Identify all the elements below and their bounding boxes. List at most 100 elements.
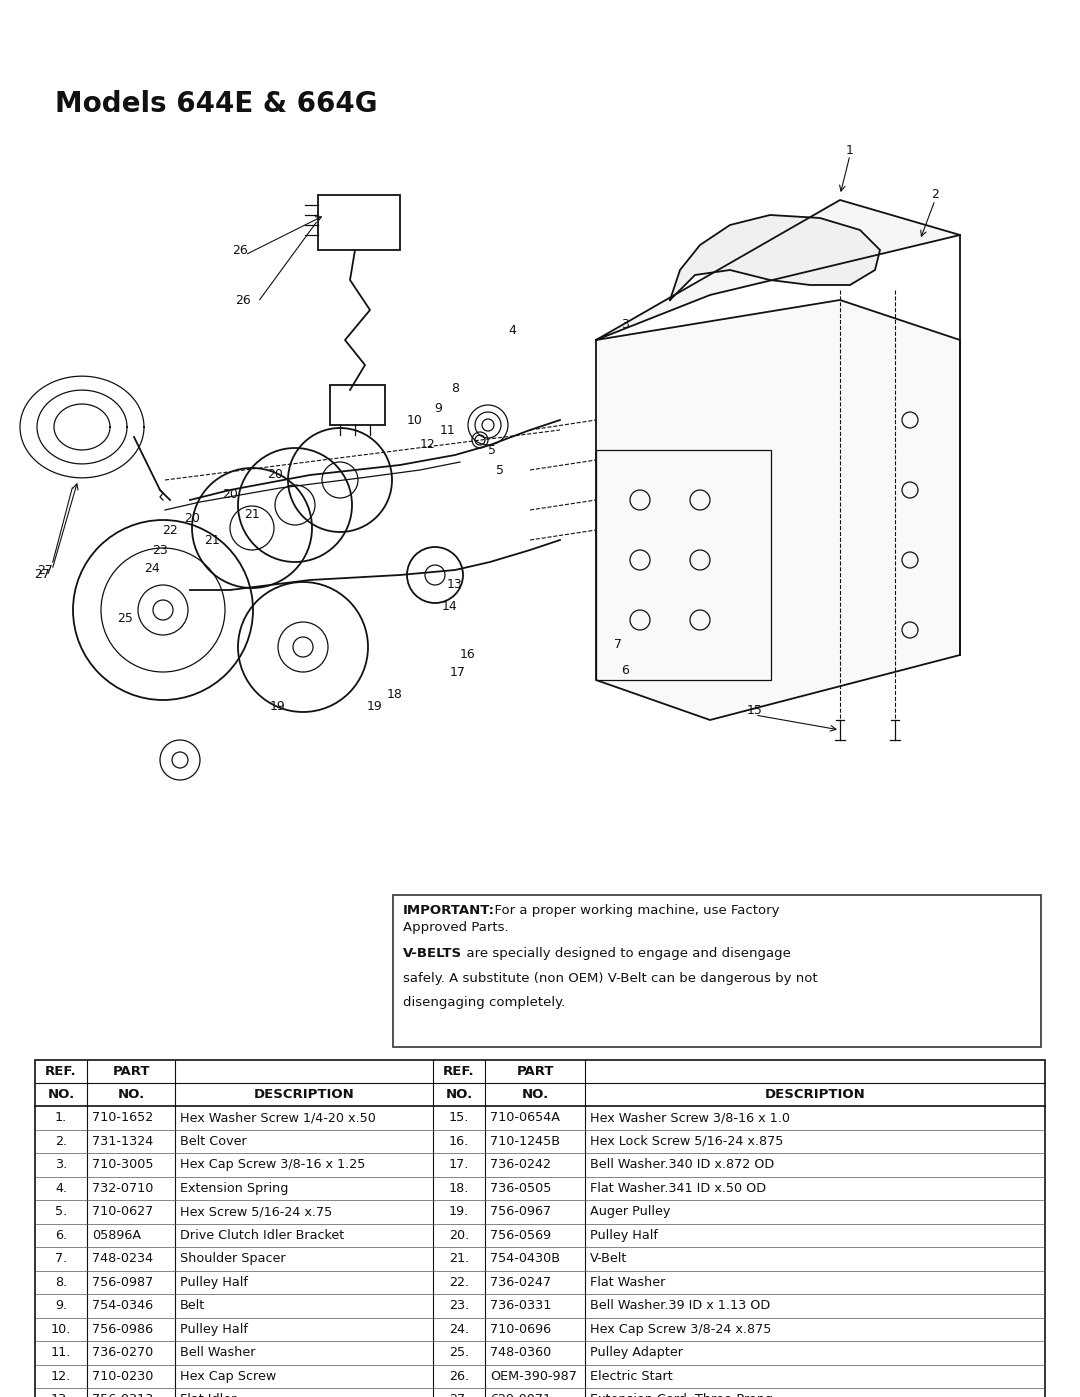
Text: Extension Cord, Three-Prong: Extension Cord, Three-Prong [590, 1393, 773, 1397]
Text: 756-0987: 756-0987 [92, 1275, 153, 1289]
Text: OEM-390-987: OEM-390-987 [490, 1369, 577, 1383]
Text: Hex Cap Screw 3/8-16 x 1.25: Hex Cap Screw 3/8-16 x 1.25 [180, 1158, 365, 1171]
Text: NO.: NO. [118, 1088, 145, 1101]
Text: Bell Washer.39 ID x 1.13 OD: Bell Washer.39 ID x 1.13 OD [590, 1299, 770, 1312]
Text: Hex Washer Screw 3/8-16 x 1.0: Hex Washer Screw 3/8-16 x 1.0 [590, 1111, 789, 1125]
Text: 23.: 23. [449, 1299, 469, 1312]
Text: Shoulder Spacer: Shoulder Spacer [180, 1252, 285, 1266]
Text: 25: 25 [117, 612, 133, 624]
Text: REF.: REF. [443, 1065, 475, 1078]
Text: 748-0234: 748-0234 [92, 1252, 153, 1266]
Text: Hex Lock Screw 5/16-24 x.875: Hex Lock Screw 5/16-24 x.875 [590, 1134, 783, 1148]
Text: 25.: 25. [449, 1347, 469, 1359]
Text: Hex Screw 5/16-24 x.75: Hex Screw 5/16-24 x.75 [180, 1206, 333, 1218]
Polygon shape [596, 300, 960, 719]
Text: 22: 22 [162, 524, 178, 536]
Text: 756-0967: 756-0967 [490, 1206, 551, 1218]
Text: 2.: 2. [55, 1134, 67, 1148]
Text: 3: 3 [621, 319, 629, 331]
Text: Models 644E & 664G: Models 644E & 664G [55, 89, 378, 117]
Text: 26: 26 [235, 293, 251, 306]
Text: 7.: 7. [55, 1252, 67, 1266]
Text: 18: 18 [387, 689, 403, 701]
Text: Pulley Half: Pulley Half [180, 1275, 248, 1289]
Text: DESCRIPTION: DESCRIPTION [765, 1088, 865, 1101]
Text: 17: 17 [450, 666, 465, 679]
Bar [596, 450, 771, 680]
Text: are specially designed to engage and disengage: are specially designed to engage and dis… [458, 947, 791, 960]
Text: 19.: 19. [449, 1206, 469, 1218]
Text: Belt: Belt [180, 1299, 205, 1312]
Text: 05896A: 05896A [92, 1229, 141, 1242]
Text: 19: 19 [270, 700, 286, 714]
Text: 3.: 3. [55, 1158, 67, 1171]
Text: Flat Washer: Flat Washer [590, 1275, 665, 1289]
Text: 1: 1 [846, 144, 854, 156]
Text: 756-0313: 756-0313 [92, 1393, 153, 1397]
Text: 20: 20 [184, 511, 200, 524]
Text: 710-0627: 710-0627 [92, 1206, 153, 1218]
Text: 27: 27 [35, 569, 50, 581]
Text: Pulley Half: Pulley Half [180, 1323, 248, 1336]
Text: Pulley Half: Pulley Half [590, 1229, 658, 1242]
Text: PART: PART [112, 1065, 150, 1078]
Text: 27: 27 [37, 563, 53, 577]
Text: 4: 4 [508, 324, 516, 337]
Text: Hex Cap Screw: Hex Cap Screw [180, 1369, 276, 1383]
Text: 8: 8 [451, 381, 459, 394]
Text: NO.: NO. [48, 1088, 75, 1101]
Text: 15.: 15. [449, 1111, 469, 1125]
Text: PART: PART [516, 1065, 554, 1078]
Text: 710-0230: 710-0230 [92, 1369, 153, 1383]
Text: 21.: 21. [449, 1252, 469, 1266]
Polygon shape [670, 215, 880, 300]
Text: 710-1245B: 710-1245B [490, 1134, 561, 1148]
Text: 10.: 10. [51, 1323, 71, 1336]
Bar [393, 895, 1041, 1046]
Text: V-Belt: V-Belt [590, 1252, 627, 1266]
Text: 748-0360: 748-0360 [490, 1347, 551, 1359]
Text: 12: 12 [420, 439, 436, 451]
Text: Bell Washer: Bell Washer [180, 1347, 256, 1359]
Text: 754-0430B: 754-0430B [490, 1252, 561, 1266]
Text: 24.: 24. [449, 1323, 469, 1336]
Text: Hex Cap Screw 3/8-24 x.875: Hex Cap Screw 3/8-24 x.875 [590, 1323, 771, 1336]
Text: 5.: 5. [55, 1206, 67, 1218]
Text: Flat Washer.341 ID x.50 OD: Flat Washer.341 ID x.50 OD [590, 1182, 766, 1194]
Text: 8.: 8. [55, 1275, 67, 1289]
Text: Extension Spring: Extension Spring [180, 1182, 288, 1194]
Text: 736-0247: 736-0247 [490, 1275, 551, 1289]
Text: 19: 19 [367, 700, 383, 714]
Text: Electric Start: Electric Start [590, 1369, 673, 1383]
Text: DESCRIPTION: DESCRIPTION [254, 1088, 354, 1101]
Text: 710-3005: 710-3005 [92, 1158, 153, 1171]
Text: 4.: 4. [55, 1182, 67, 1194]
Text: REF.: REF. [45, 1065, 77, 1078]
Text: For a proper working machine, use Factory: For a proper working machine, use Factor… [486, 904, 780, 916]
Text: 10: 10 [407, 414, 423, 426]
Text: 736-0331: 736-0331 [490, 1299, 552, 1312]
Text: 20: 20 [267, 468, 283, 482]
Text: 2: 2 [931, 189, 939, 201]
Text: 736-0270: 736-0270 [92, 1347, 153, 1359]
Bar [35, 1060, 1045, 1397]
Text: 13.: 13. [51, 1393, 71, 1397]
Text: 26.: 26. [449, 1369, 469, 1383]
Bar [318, 196, 400, 250]
Bar [330, 386, 384, 425]
Text: 6: 6 [621, 664, 629, 676]
Text: V-BELTS: V-BELTS [403, 947, 462, 960]
Text: 29: 29 [530, 1370, 550, 1386]
Text: 736-0505: 736-0505 [490, 1182, 552, 1194]
Text: 731-1324: 731-1324 [92, 1134, 153, 1148]
Text: NO.: NO. [445, 1088, 473, 1101]
Text: 12.: 12. [51, 1369, 71, 1383]
Text: disengaging completely.: disengaging completely. [403, 996, 565, 1010]
Text: 710-0696: 710-0696 [490, 1323, 551, 1336]
Text: Auger Pulley: Auger Pulley [590, 1206, 671, 1218]
Text: 22.: 22. [449, 1275, 469, 1289]
Text: Hex Washer Screw 1/4-20 x.50: Hex Washer Screw 1/4-20 x.50 [180, 1111, 376, 1125]
Text: 20: 20 [222, 489, 238, 502]
Text: 736-0242: 736-0242 [490, 1158, 551, 1171]
Text: 629-0071: 629-0071 [490, 1393, 551, 1397]
